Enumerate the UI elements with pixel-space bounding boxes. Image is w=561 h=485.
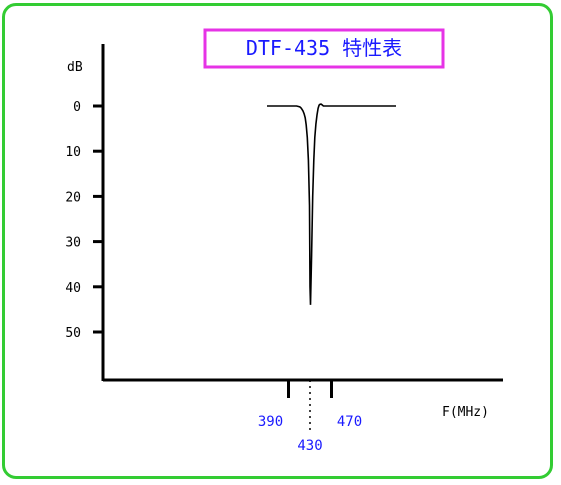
- y-tick-label: 10: [65, 145, 81, 160]
- y-axis-label: dB: [67, 60, 83, 75]
- y-tick-label: 0: [73, 100, 81, 115]
- chart-title: DTF-435 特性表: [246, 36, 402, 60]
- chart-title-box: [203, 28, 445, 69]
- y-ticks: 0 10 20 30 40 50: [65, 100, 103, 341]
- y-tick-label: 20: [65, 190, 81, 205]
- series-line: [267, 103, 396, 305]
- x-tick-label: 470: [337, 414, 362, 430]
- x-tick-label: 390: [258, 414, 283, 430]
- y-tick-label: 30: [65, 236, 81, 251]
- y-tick-label: 50: [65, 326, 81, 341]
- x-axis-label: F(MHz): [442, 405, 489, 420]
- y-tick-label: 40: [65, 281, 81, 296]
- x-tick-label: 430: [297, 438, 322, 454]
- x-ticks: 390 430 470: [258, 380, 362, 454]
